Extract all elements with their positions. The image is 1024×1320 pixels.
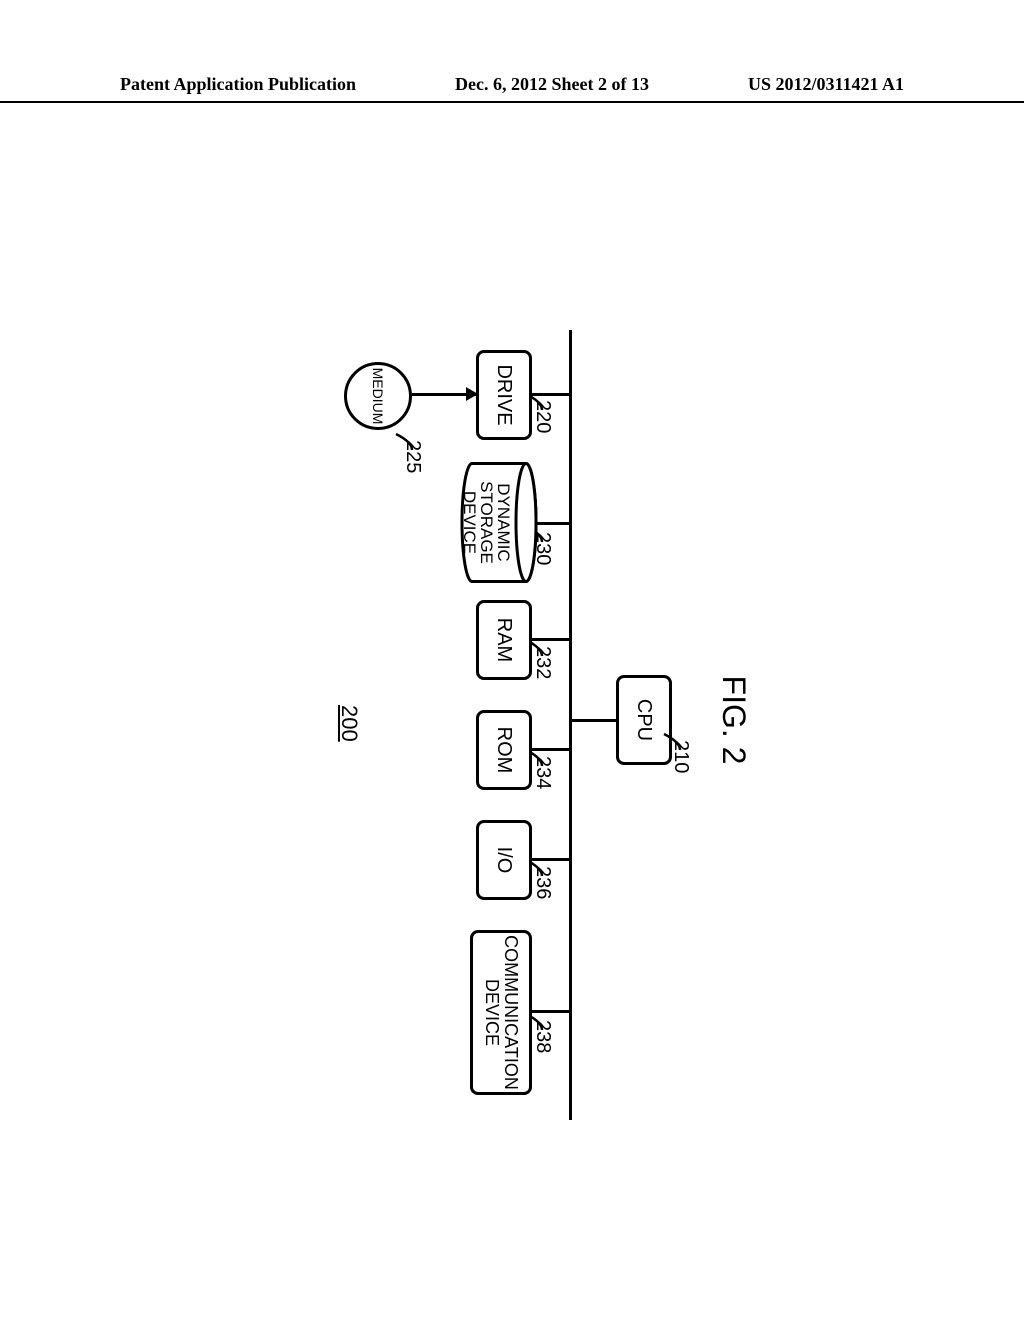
ref-ram: 232: [531, 646, 554, 679]
ref-medium: 225: [401, 440, 424, 473]
figure-title: FIG. 2: [715, 676, 752, 765]
ref-io: 236: [531, 866, 554, 899]
dsd-label-line1: DYNAMIC: [494, 483, 513, 561]
header-right: US 2012/0311421 A1: [748, 74, 904, 95]
medium-block: MEDIUM: [344, 362, 412, 430]
drive-block: DRIVE: [476, 350, 532, 440]
ref-comm: 238: [531, 1020, 554, 1053]
io-block: I/O: [476, 820, 532, 900]
system-bus: [569, 330, 572, 1120]
dsd-label: DYNAMIC STORAGE DEVICE: [461, 460, 512, 585]
system-ref: 200: [336, 705, 362, 742]
cpu-bus-connector: [572, 719, 616, 722]
header-left: Patent Application Publication: [120, 74, 356, 95]
communication-device-block: COMMUNICATION DEVICE: [470, 930, 532, 1095]
ram-block: RAM: [476, 600, 532, 680]
header-center: Dec. 6, 2012 Sheet 2 of 13: [455, 74, 649, 95]
comm-label-line1: COMMUNICATION: [501, 935, 521, 1090]
diagram-stage: FIG. 2 CPU 210 220 DRIVE 230: [0, 140, 1024, 1300]
page-header: Patent Application Publication Dec. 6, 2…: [0, 74, 1024, 103]
ref-rom: 234: [531, 756, 554, 789]
figure-2-diagram: FIG. 2 CPU 210 220 DRIVE 230: [262, 310, 762, 1130]
comm-label-line2: DEVICE: [482, 979, 502, 1046]
ref-drive: 220: [531, 400, 554, 433]
medium-to-drive-arrow: [412, 393, 476, 396]
ref-cpu: 210: [669, 740, 692, 773]
rom-block: ROM: [476, 710, 532, 790]
dsd-label-line2: STORAGE DEVICE: [460, 481, 496, 564]
